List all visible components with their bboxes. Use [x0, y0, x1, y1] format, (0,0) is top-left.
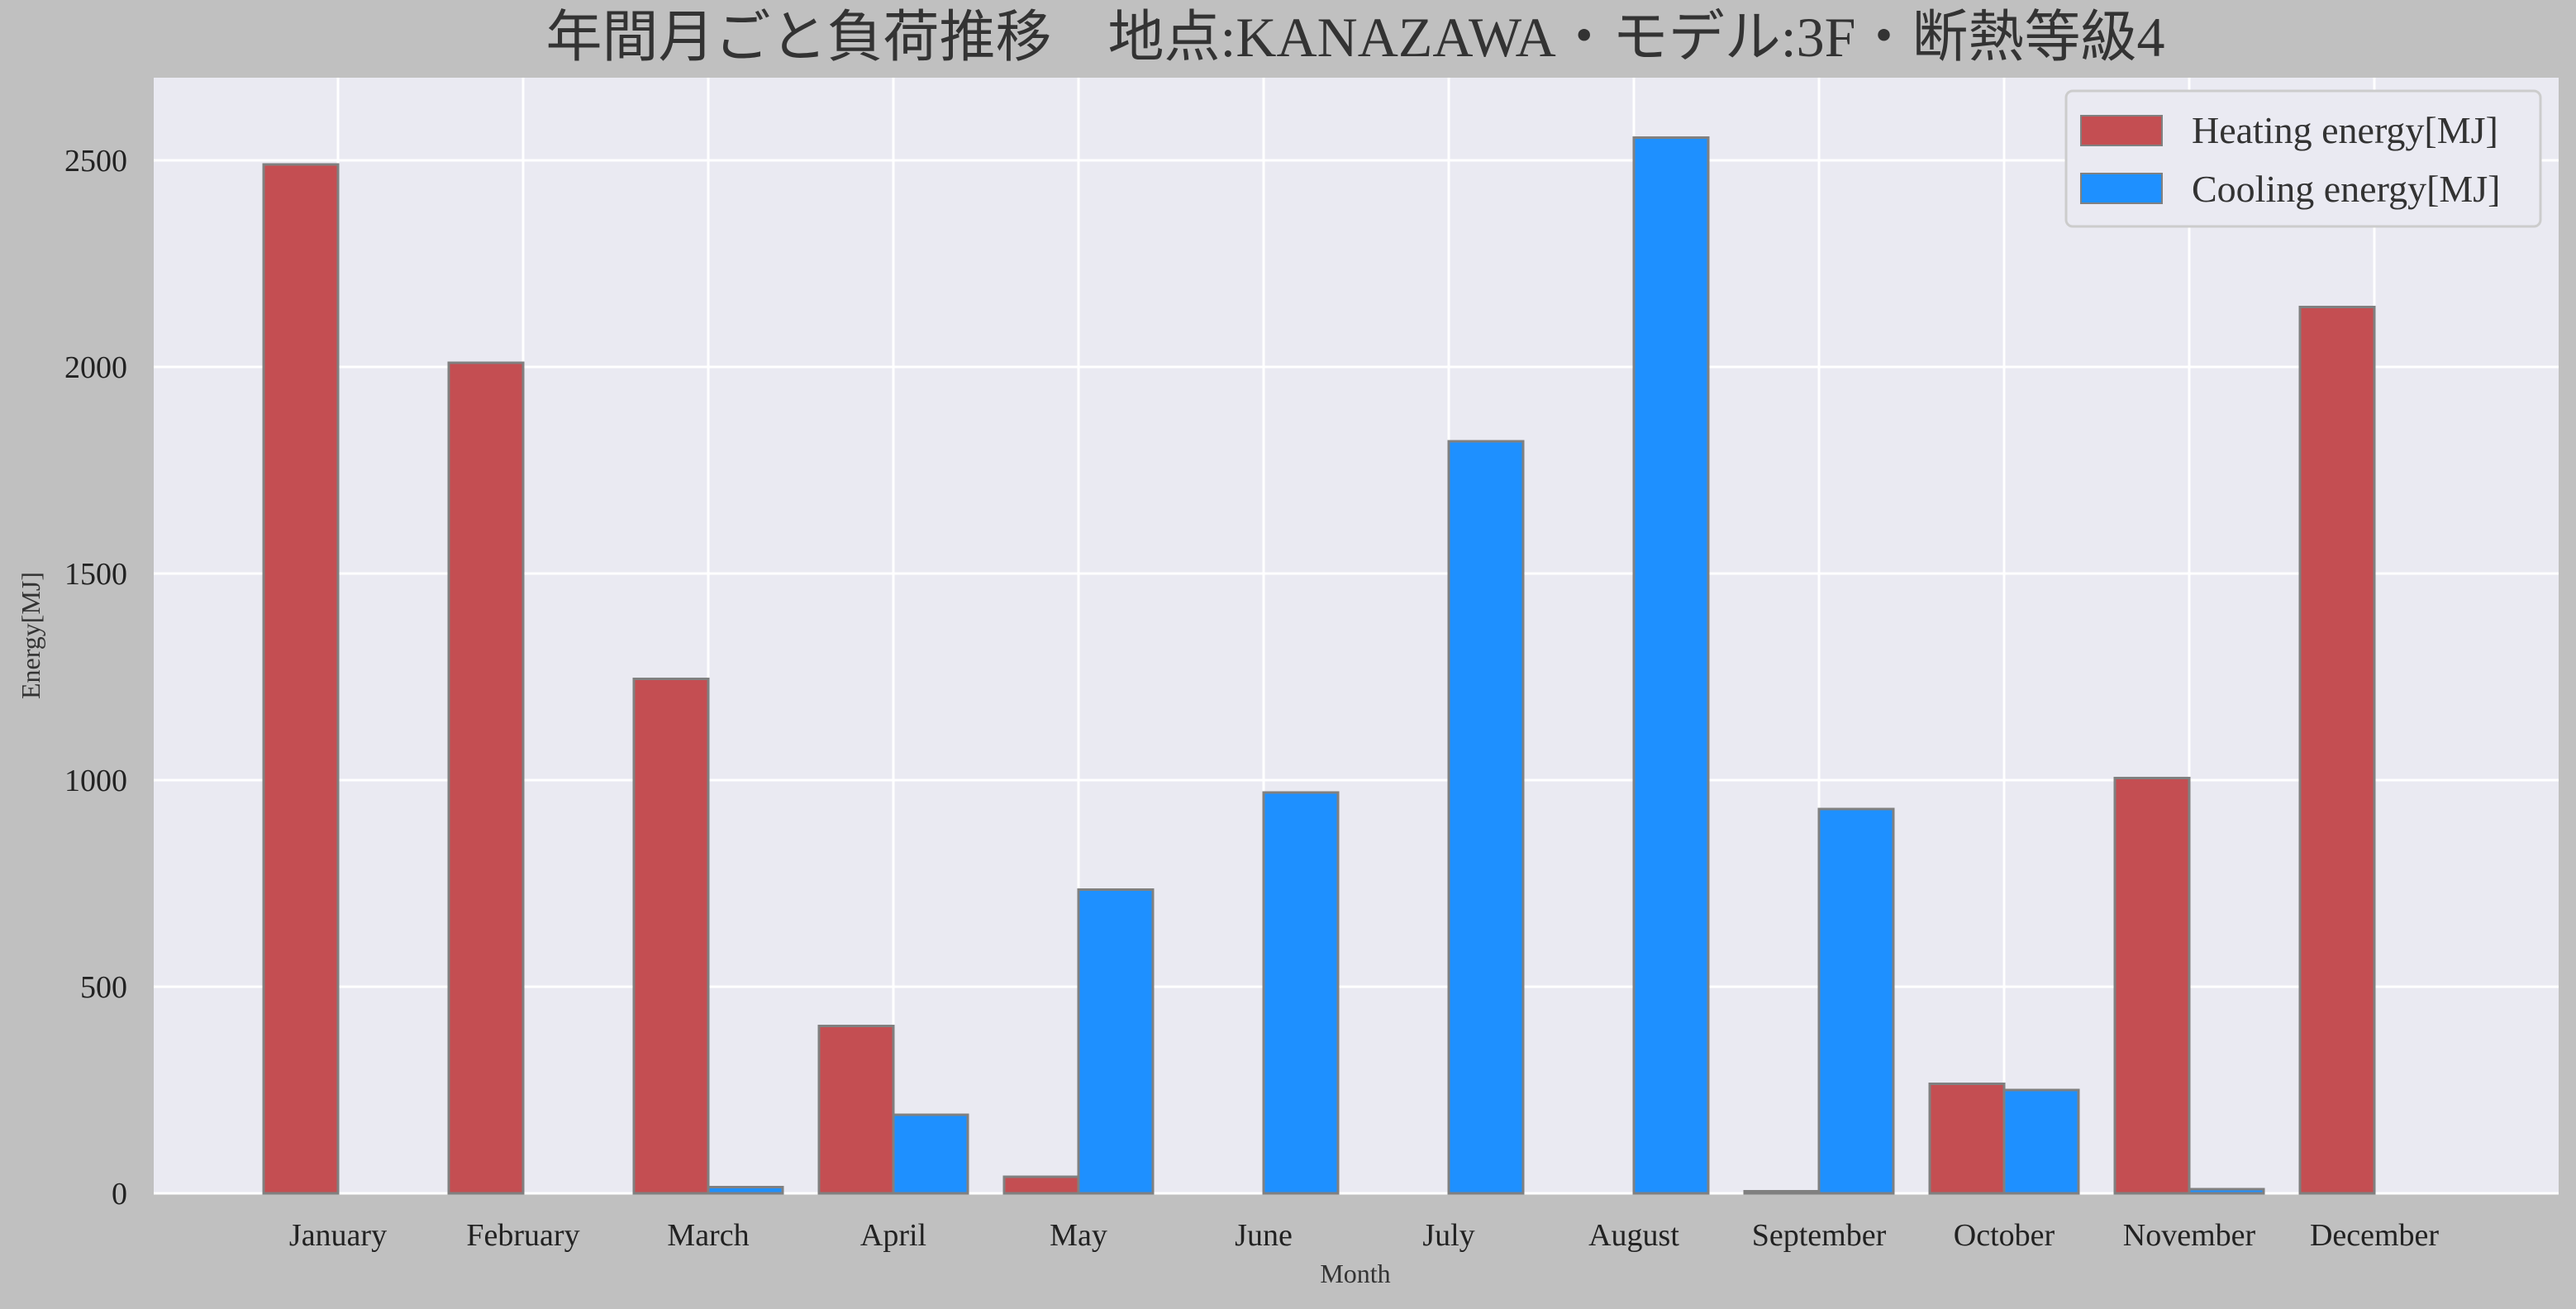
cooling-bar-may — [1077, 888, 1155, 1195]
cooling-bar-march — [707, 1186, 784, 1195]
heating-bar-december — [2298, 306, 2376, 1195]
y-tick-label: 0 — [112, 1177, 127, 1211]
x-tick-label: August — [1588, 1218, 1679, 1253]
x-axis-ticks: January February March April May June July Augu… — [289, 1218, 2439, 1253]
x-tick-label: September — [1752, 1218, 1887, 1253]
chart-title: 年間月ごと負荷推移 地点:KANAZAWA・モデル:3F・断熱等級4 — [546, 6, 2165, 69]
cooling-bar-november — [2188, 1188, 2265, 1195]
cooling-bar-april — [892, 1113, 969, 1195]
legend-label-cooling: Cooling energy[MJ] — [2192, 168, 2501, 210]
x-tick-label: December — [2310, 1218, 2439, 1253]
cooling-bar-october — [2002, 1088, 2080, 1195]
y-tick-label: 1500 — [64, 557, 127, 592]
heating-bar-november — [2113, 777, 2191, 1195]
y-axis-ticks: 0 500 1000 1500 2000 2500 — [64, 144, 127, 1211]
legend-swatch-heating — [2080, 115, 2163, 146]
bars — [262, 136, 2376, 1195]
y-tick-label: 2500 — [64, 144, 127, 178]
x-tick-label: July — [1422, 1218, 1474, 1253]
heating-bar-march — [632, 678, 710, 1195]
y-tick-label: 2000 — [64, 350, 127, 385]
x-tick-label: October — [1954, 1218, 2055, 1253]
heating-bar-october — [1928, 1083, 2006, 1195]
y-axis-label: Energy[MJ] — [16, 572, 45, 699]
cooling-bar-august — [1632, 136, 1710, 1195]
x-tick-label: January — [289, 1218, 387, 1253]
x-tick-label: May — [1050, 1218, 1107, 1253]
y-tick-label: 1000 — [64, 764, 127, 798]
x-axis-label: Month — [1320, 1259, 1390, 1288]
legend: Heating energy[MJ] Cooling energy[MJ] — [2064, 89, 2542, 228]
x-tick-label: November — [2123, 1218, 2256, 1253]
x-tick-label: February — [466, 1218, 579, 1253]
heating-bar-april — [817, 1025, 895, 1195]
cooling-bar-september — [1817, 807, 1895, 1195]
legend-label-heating: Heating energy[MJ] — [2192, 109, 2498, 151]
heating-bar-may — [1002, 1175, 1080, 1195]
y-tick-label: 500 — [80, 970, 127, 1005]
heating-bar-september — [1743, 1190, 1821, 1195]
heating-bar-february — [447, 361, 525, 1195]
heating-bar-january — [262, 163, 340, 1195]
x-tick-label: April — [860, 1218, 926, 1253]
x-tick-label: June — [1235, 1218, 1293, 1253]
cooling-bar-july — [1447, 440, 1525, 1195]
legend-box — [2064, 89, 2542, 228]
cooling-bar-june — [1262, 791, 1340, 1195]
x-tick-label: March — [667, 1218, 749, 1253]
legend-swatch-cooling — [2080, 173, 2163, 204]
